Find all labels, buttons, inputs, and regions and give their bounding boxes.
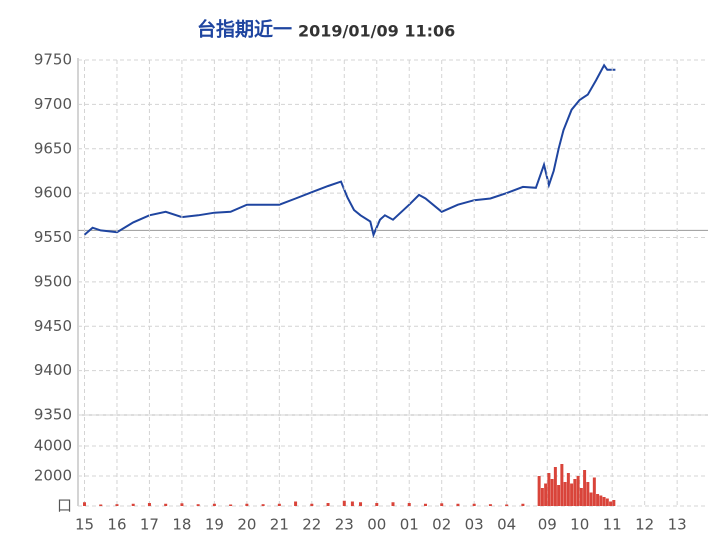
x-tick-label: 17 [140,516,159,534]
volume-bar [375,503,379,506]
volume-bar [488,504,492,506]
volume-bar [147,503,151,506]
volume-bar [456,503,460,506]
volume-bar [573,479,577,506]
x-tick-label: 04 [497,516,516,534]
y-tick-label: 口 [57,497,72,515]
volume-bar [196,504,200,506]
volume-bar [544,483,548,506]
volume-bar [82,502,86,506]
volume-bar [245,503,249,506]
x-tick-label: 01 [400,516,419,534]
volume-bar [131,503,135,506]
y-tick-label: 9750 [34,51,72,69]
volume-bar [521,503,525,506]
price-line [83,63,616,238]
volume-bar [537,476,541,506]
x-tick-label: 09 [538,516,557,534]
x-tick-label: 15 [75,516,94,534]
y-tick-label: 9350 [34,406,72,424]
volume-bar [579,488,583,506]
volume-bar [277,503,281,506]
volume-bar [570,483,574,506]
volume-bar [115,504,119,506]
y-tick-label: 9650 [34,139,72,157]
x-tick-label: 16 [107,516,126,534]
y-tick-label: 2000 [34,467,72,485]
volume-bar [261,504,265,506]
volume-bar [99,504,103,506]
volume-bar [294,501,298,506]
x-tick-label: 20 [237,516,256,534]
chart-title: 台指期近一 [197,18,292,41]
y-tick-label: 4000 [34,437,72,455]
volume-bar [605,498,609,506]
volume-bar [212,503,216,506]
volume-bar [583,470,587,506]
y-tick-label: 9550 [34,228,72,246]
volume-bar [440,503,444,506]
x-tick-label: 02 [432,516,451,534]
volume-bar [407,503,411,506]
volume-bar [310,503,314,506]
x-tick-label: 18 [172,516,191,534]
volume-bar [609,501,613,506]
x-tick-label: 00 [367,516,386,534]
volume-bar [423,503,427,506]
volume-bar [576,476,580,506]
x-tick-label: 21 [270,516,289,534]
volume-bar [164,503,168,506]
volume-bar [547,473,551,506]
y-tick-label: 9600 [34,184,72,202]
volume-bar [342,500,346,506]
volume-bar [599,495,603,506]
x-tick-label: 12 [635,516,654,534]
volume-bar [472,503,476,506]
volume-bar [602,497,606,506]
x-tick-label: 13 [668,516,687,534]
volume-bar [540,488,544,506]
y-tick-label: 9500 [34,272,72,290]
volume-bar [592,477,596,506]
volume-bar [350,501,354,506]
x-tick-label: 10 [570,516,589,534]
volume-bar [557,485,561,506]
volume-bar [612,500,616,506]
volume-bar [553,467,557,506]
volume-bar [586,482,590,506]
volume-bar [359,502,363,506]
x-tick-label: 23 [335,516,354,534]
volume-bar [550,479,554,506]
x-tick-label: 03 [465,516,484,534]
y-tick-label: 9400 [34,361,72,379]
chart-subtitle: 2019/01/09 11:06 [298,22,455,41]
y-tick-label: 9700 [34,95,72,113]
volume-bar [505,504,509,506]
volume-bar [563,482,567,506]
volume-bar [326,503,330,506]
volume-bar [589,492,593,506]
volume-bar [229,504,233,506]
volume-bar [391,502,395,506]
x-tick-label: 11 [603,516,622,534]
volume-bar [560,464,564,506]
x-tick-label: 22 [302,516,321,534]
volume-bar [180,503,184,506]
volume-bar [566,473,570,506]
y-tick-label: 9450 [34,317,72,335]
x-tick-label: 19 [205,516,224,534]
volume-bar [596,494,600,506]
